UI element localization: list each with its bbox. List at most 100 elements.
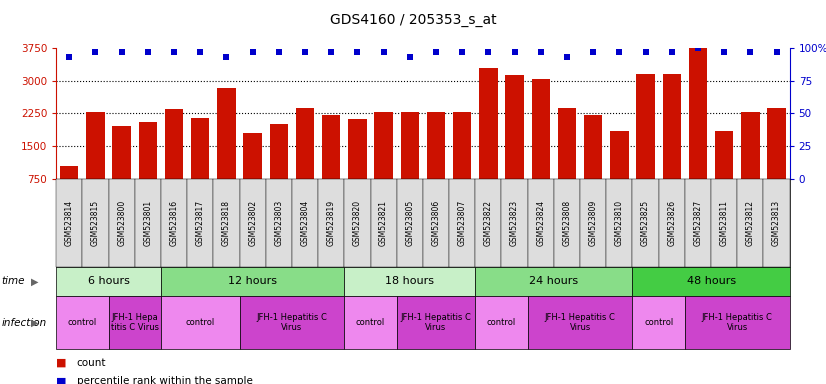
Point [743,49,757,55]
Text: GSM523807: GSM523807 [458,200,467,246]
Text: GSM523806: GSM523806 [431,200,440,246]
Text: ▶: ▶ [31,318,39,328]
Bar [60,166,78,179]
Point [482,49,495,55]
Text: GSM523803: GSM523803 [274,200,283,246]
Text: JFH-1 Hepa
titis C Virus: JFH-1 Hepa titis C Virus [111,313,159,332]
Bar [767,108,786,179]
Text: 18 hours: 18 hours [385,276,434,286]
Text: time: time [2,276,25,286]
Bar [584,116,602,179]
Bar [322,114,340,179]
Text: control: control [186,318,215,327]
Bar [558,108,577,179]
Bar [506,75,524,179]
Bar [715,131,733,179]
Bar [479,68,497,179]
Text: GSM523822: GSM523822 [484,200,493,246]
Text: JFH-1 Hepatitis C
Virus: JFH-1 Hepatitis C Virus [544,313,615,332]
Bar [112,126,131,179]
Point [456,49,469,55]
Text: control: control [487,318,516,327]
Point [89,49,102,55]
Point [403,54,416,60]
Text: GSM523813: GSM523813 [772,200,781,246]
Text: count: count [77,358,107,368]
Bar [689,48,707,179]
Text: GSM523827: GSM523827 [694,200,702,246]
Bar [191,118,210,179]
Text: GSM523818: GSM523818 [222,200,231,246]
Point [639,49,653,55]
Point [691,45,705,51]
Text: GSM523817: GSM523817 [196,200,205,246]
Text: 6 hours: 6 hours [88,276,130,286]
Text: GSM523821: GSM523821 [379,200,388,246]
Point [63,54,76,60]
Text: 12 hours: 12 hours [228,276,278,286]
Point [193,49,206,55]
Bar [427,113,445,179]
Text: JFH-1 Hepatitis C
Virus: JFH-1 Hepatitis C Virus [401,313,472,332]
Text: GSM523808: GSM523808 [563,200,572,246]
Text: infection: infection [2,318,47,328]
Point [246,49,259,55]
Text: 24 hours: 24 hours [529,276,578,286]
Bar [269,124,288,179]
Text: GSM523815: GSM523815 [91,200,100,246]
Text: GSM523826: GSM523826 [667,200,676,246]
Text: GSM523823: GSM523823 [510,200,519,246]
Text: GSM523816: GSM523816 [169,200,178,246]
Point [430,49,443,55]
Point [298,49,311,55]
Point [718,49,731,55]
Bar [217,88,235,179]
Point [377,49,390,55]
Point [141,49,154,55]
Point [115,49,128,55]
Point [770,49,783,55]
Bar [86,111,105,179]
Text: GSM523810: GSM523810 [615,200,624,246]
Point [168,49,181,55]
Bar [165,109,183,179]
Point [220,54,233,60]
Text: GSM523814: GSM523814 [64,200,74,246]
Bar [349,119,367,179]
Point [325,49,338,55]
Bar [610,131,629,179]
Text: GSM523811: GSM523811 [719,200,729,246]
Text: ■: ■ [56,358,67,368]
Text: GSM523824: GSM523824 [536,200,545,246]
Point [273,49,286,55]
Text: 48 hours: 48 hours [686,276,736,286]
Text: GSM523825: GSM523825 [641,200,650,246]
Text: GSM523800: GSM523800 [117,200,126,246]
Text: control: control [356,318,385,327]
Bar [374,113,393,179]
Bar [401,113,419,179]
Point [613,49,626,55]
Text: GSM523801: GSM523801 [144,200,152,246]
Bar [244,133,262,179]
Text: GSM523812: GSM523812 [746,200,755,246]
Text: control: control [644,318,673,327]
Bar [532,79,550,179]
Text: GSM523802: GSM523802 [248,200,257,246]
Bar [453,112,472,179]
Text: ■: ■ [56,376,67,384]
Point [586,49,600,55]
Text: GSM523809: GSM523809 [589,200,598,246]
Point [351,49,364,55]
Text: ▶: ▶ [31,276,39,286]
Point [534,49,548,55]
Text: JFH-1 Hepatitis C
Virus: JFH-1 Hepatitis C Virus [257,313,327,332]
Text: GSM523819: GSM523819 [327,200,335,246]
Bar [741,112,760,179]
Bar [636,74,655,179]
Text: GDS4160 / 205353_s_at: GDS4160 / 205353_s_at [330,13,496,27]
Point [560,54,573,60]
Bar [296,108,314,179]
Text: GSM523820: GSM523820 [353,200,362,246]
Text: GSM523805: GSM523805 [406,200,415,246]
